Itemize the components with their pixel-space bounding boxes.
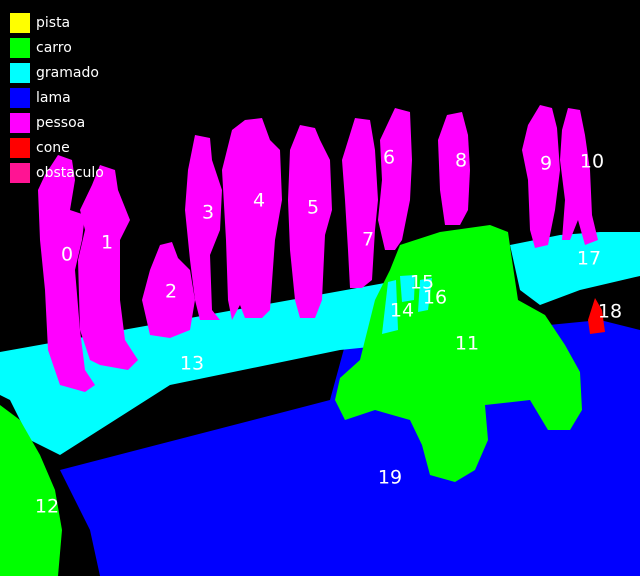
legend-item-gramado: gramado: [10, 60, 104, 85]
legend-swatch: [10, 37, 30, 58]
segment-label: 3: [202, 202, 214, 224]
legend-label: gramado: [36, 64, 99, 81]
segment-12-car: [0, 405, 62, 576]
segment-label: 6: [383, 147, 395, 169]
segment-label: 2: [165, 281, 177, 303]
segment-label: 11: [455, 333, 479, 355]
legend-label: pessoa: [36, 114, 86, 131]
segment-1-person: [78, 165, 138, 370]
segment-label: 17: [577, 248, 601, 270]
legend-swatch: [10, 87, 30, 108]
segment-label: 15: [410, 272, 434, 294]
legend-item-pista: pista: [10, 10, 104, 35]
segment-label: 7: [362, 229, 374, 251]
segment-3-person: [185, 135, 222, 320]
legend-label: carro: [36, 39, 72, 56]
segment-11-car: [335, 225, 582, 482]
segment-5-person: [288, 125, 332, 318]
segment-label: 0: [61, 244, 73, 266]
segment-label: 4: [253, 190, 265, 212]
legend-item-lama: lama: [10, 85, 104, 110]
segment-label: 14: [390, 300, 414, 322]
legend-item-pessoa: pessoa: [10, 110, 104, 135]
legend-label: cone: [36, 139, 70, 156]
segment-6-person: [378, 108, 412, 250]
legend: pista carro gramado lama pessoa cone obs…: [10, 10, 104, 185]
segment-16-grass: [418, 278, 432, 312]
legend-swatch: [10, 112, 30, 133]
segment-label: 12: [35, 496, 59, 518]
segment-10-person: [560, 108, 598, 245]
segment-2-person: [142, 242, 195, 338]
segment-4-person: [222, 118, 282, 320]
segment-label: 13: [180, 353, 204, 375]
segment-label: 5: [307, 197, 319, 219]
legend-swatch: [10, 62, 30, 83]
legend-item-obstaculo: obstaculo: [10, 160, 104, 185]
segment-label: 8: [455, 150, 467, 172]
segment-15-grass: [400, 275, 415, 302]
legend-label: lama: [36, 89, 71, 106]
legend-swatch: [10, 12, 30, 33]
segment-label: 19: [378, 467, 402, 489]
segment-8-person: [438, 112, 470, 225]
legend-label: pista: [36, 14, 71, 31]
segment-17-grass: [510, 232, 640, 305]
segment-label: 18: [598, 301, 622, 323]
segment-14-grass: [382, 280, 398, 334]
segment-label: 1: [101, 232, 113, 254]
segment-13-grass: [0, 278, 405, 455]
segment-9-person: [522, 105, 560, 248]
segment-label: 9: [540, 153, 552, 175]
legend-label: obstaculo: [36, 164, 104, 181]
segment-label: 16: [423, 287, 447, 309]
segment-label: 10: [580, 151, 604, 173]
legend-item-carro: carro: [10, 35, 104, 60]
segment-18-cone: [588, 298, 605, 334]
legend-item-cone: cone: [10, 135, 104, 160]
legend-swatch: [10, 162, 30, 183]
segment-0-person: [38, 155, 95, 392]
segment-7-person: [342, 118, 378, 288]
legend-swatch: [10, 137, 30, 158]
